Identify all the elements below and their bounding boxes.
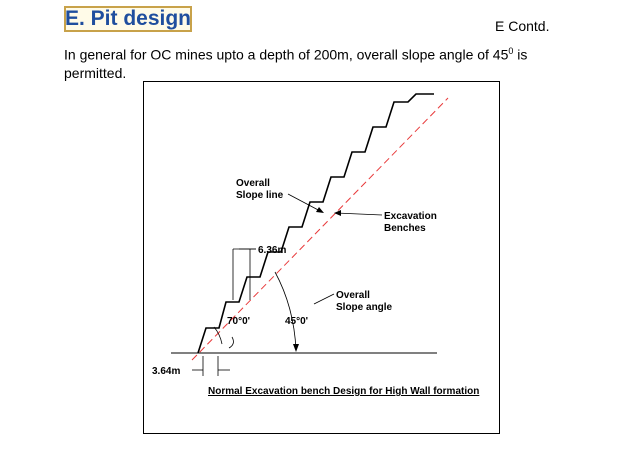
excavation-benches [197,93,434,354]
intro-text: In general for OC mines upto a depth of … [64,46,509,63]
figure-caption: Normal Excavation bench Design for High … [208,386,479,397]
label-bench-height: 3.64m [152,366,180,377]
leader-excavation-arrow [334,210,341,216]
bench-angle-arc [213,326,223,345]
label-excavation-1: Excavation [384,211,437,222]
intro-paragraph: In general for OC mines upto a depth of … [64,42,584,82]
label-overall-slope-line-1: Overall [236,178,270,189]
bench-design-diagram: Overall Slope line Excavation Benches 6.… [152,93,479,397]
overall-slope-line [191,97,449,361]
slope-angle-arrowhead [293,344,299,352]
label-overall-angle-1: Overall [336,290,370,301]
intro-tail: is permitted. [64,46,528,81]
bench-design-figure: Overall Slope line Excavation Benches 6.… [143,81,500,434]
bench-angle-leader [228,336,234,349]
leader-slope-line [287,193,323,213]
slide-title: E. Pit design [64,7,192,30]
leader-slope-line-arrow [316,207,324,213]
slide-title-box: E. Pit design [64,6,192,32]
label-overall-slope-line-2: Slope line [236,190,284,201]
label-overall-angle-2: Slope angle [336,302,393,313]
label-bench-angle: 70°0' [227,316,250,327]
continued-label: E Contd. [495,18,550,34]
slope-angle-arc [274,271,297,351]
intro-superscript: 0 [508,46,514,56]
label-slope-angle: 45°0' [285,316,308,327]
label-excavation-2: Benches [384,223,426,234]
label-bench-width: 6.36m [258,245,286,256]
leader-excavation [335,212,383,216]
leader-slope-angle [313,293,335,305]
